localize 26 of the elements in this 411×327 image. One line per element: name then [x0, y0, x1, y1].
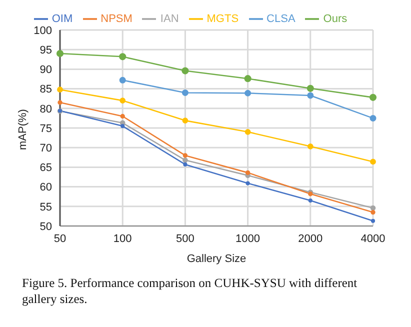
legend-label: MGTS	[206, 12, 239, 25]
y-tick-label: 95	[40, 44, 52, 57]
y-tick-label: 75	[40, 122, 52, 135]
y-tick-label: 60	[40, 182, 52, 194]
x-axis-title: Gallery Size	[186, 253, 246, 265]
x-tick-label: 100	[113, 232, 132, 245]
legend-label: NPSM	[100, 12, 132, 25]
y-axis-title: mAP(%)	[16, 109, 29, 150]
legend-label: IAN	[160, 12, 179, 25]
y-tick-label: 85	[40, 84, 52, 96]
y-tick-label: 100	[34, 24, 52, 37]
legend-label: CLSA	[266, 12, 296, 25]
y-tick-label: 80	[40, 103, 52, 116]
x-tick-label: 2000	[298, 232, 323, 245]
x-tick-label: 500	[176, 232, 194, 245]
y-tick-label: 55	[40, 201, 52, 214]
x-tick-label: 1000	[236, 232, 260, 245]
y-tick-label: 90	[40, 64, 52, 76]
x-tick-label: 50	[54, 232, 66, 245]
x-tick-label: 4000	[360, 232, 386, 245]
y-tick-label: 65	[40, 162, 52, 174]
y-tick-label: 70	[40, 142, 52, 155]
legend-label: OIM	[52, 12, 73, 25]
y-tick-label: 50	[40, 220, 52, 233]
legend-label: Ours	[323, 12, 348, 25]
caption: Figure 5. Performance comparison on CUHK-SYSU with different gallery sizes.	[22, 276, 358, 308]
